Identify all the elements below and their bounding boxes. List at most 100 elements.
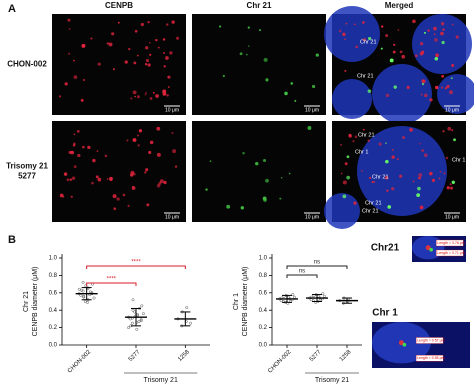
nucleus [324, 193, 360, 229]
signal-dot [340, 144, 342, 146]
signal-dot [167, 86, 170, 88]
signal-dot [73, 59, 75, 62]
signal-dot [367, 89, 372, 93]
signal-dot [242, 151, 245, 155]
signal-dot [136, 95, 140, 99]
signal-dot [386, 189, 389, 193]
signal-dot [226, 204, 231, 209]
signal-dot [140, 22, 144, 27]
signal-dot [91, 181, 94, 185]
inset-title: Chr 1 [372, 308, 398, 319]
signal-dot [147, 21, 150, 24]
chr-annotation: Chr 21 [372, 174, 389, 180]
length-box [415, 355, 444, 362]
signal-dot [414, 54, 418, 58]
signal-dot [355, 45, 359, 49]
signal-dot [163, 180, 167, 185]
signal-dot [290, 82, 294, 85]
signal-dot [145, 46, 149, 50]
y-tick-label: 0.2 [49, 325, 58, 331]
signal-dot [419, 42, 424, 46]
micrograph [52, 14, 186, 115]
row-label: CHON-002 [7, 60, 47, 69]
data-point [82, 295, 86, 299]
signal-dot [434, 57, 439, 61]
signal-dot [222, 74, 225, 78]
chr-annotation: Chr 21 [362, 208, 379, 214]
signal-dot [352, 140, 355, 143]
signal-dot [68, 52, 71, 55]
signal-dot [423, 93, 428, 98]
signal-dot [381, 25, 384, 28]
data-point [140, 304, 144, 308]
y-tick-label: 0.8 [259, 273, 268, 279]
signal-dot [453, 138, 456, 142]
signal-dot [146, 203, 150, 207]
signal-dot [149, 42, 151, 44]
inset-signal [402, 342, 407, 347]
signal-dot [124, 60, 128, 64]
data-point [131, 298, 135, 302]
signal-dot [144, 63, 148, 66]
signal-dot [133, 172, 136, 176]
significance-label: **** [107, 277, 117, 283]
data-point [189, 321, 192, 325]
signal-dot [138, 129, 143, 133]
signal-dot [166, 23, 169, 26]
signal-dot [87, 145, 91, 150]
signal-dot [262, 196, 267, 201]
signal-dot [399, 174, 403, 178]
y-tick-label: 1.0 [259, 256, 268, 262]
signal-dot [373, 181, 376, 183]
significance-label: ns [299, 269, 305, 275]
signal-dot [449, 90, 453, 95]
signal-dot [122, 193, 126, 197]
signal-dot [429, 171, 433, 176]
signal-dot [73, 133, 76, 136]
signal-dot [368, 36, 372, 41]
signal-dot [163, 51, 166, 55]
signal-dot [353, 23, 356, 26]
signal-dot [129, 173, 134, 177]
signal-dot [165, 56, 169, 60]
signal-dot [435, 53, 439, 58]
y-tick-label: 0.4 [49, 308, 58, 314]
signal-dot [245, 53, 248, 56]
micrograph [192, 14, 326, 115]
signal-dot [419, 205, 424, 210]
signal-dot [72, 144, 76, 147]
signal-dot [421, 50, 425, 54]
data-point [82, 294, 86, 298]
row-label: Trisomy 21 [6, 162, 48, 171]
signal-dot [284, 91, 288, 96]
signal-dot [209, 160, 212, 163]
signal-dot [450, 186, 453, 190]
signal-dot [345, 22, 348, 25]
column-header: Chr 21 [247, 1, 272, 10]
signal-dot [420, 93, 423, 96]
signal-dot [385, 142, 387, 145]
signal-dot [450, 77, 453, 80]
signal-dot [368, 176, 372, 180]
y-axis-label: CENPB diameter (μM) [32, 267, 39, 337]
signal-dot [353, 201, 357, 205]
signal-dot [433, 26, 437, 31]
signal-dot [67, 18, 71, 22]
data-point [130, 321, 134, 325]
signal-dot [392, 50, 396, 54]
scale-bar-label: 10 μm [445, 107, 459, 113]
y-tick-label: 0.0 [49, 343, 58, 349]
signal-dot [279, 197, 282, 200]
signal-dot [106, 42, 110, 45]
signal-dot [440, 31, 444, 36]
signal-dot [342, 32, 346, 37]
length-label: Length = 0.55 μm [417, 356, 444, 360]
data-point [135, 327, 139, 331]
signal-dot [440, 21, 445, 26]
signal-dot [399, 50, 403, 54]
signal-dot [109, 176, 113, 181]
signal-dot [412, 180, 415, 183]
signal-dot [156, 184, 161, 188]
signal-dot [145, 58, 150, 63]
